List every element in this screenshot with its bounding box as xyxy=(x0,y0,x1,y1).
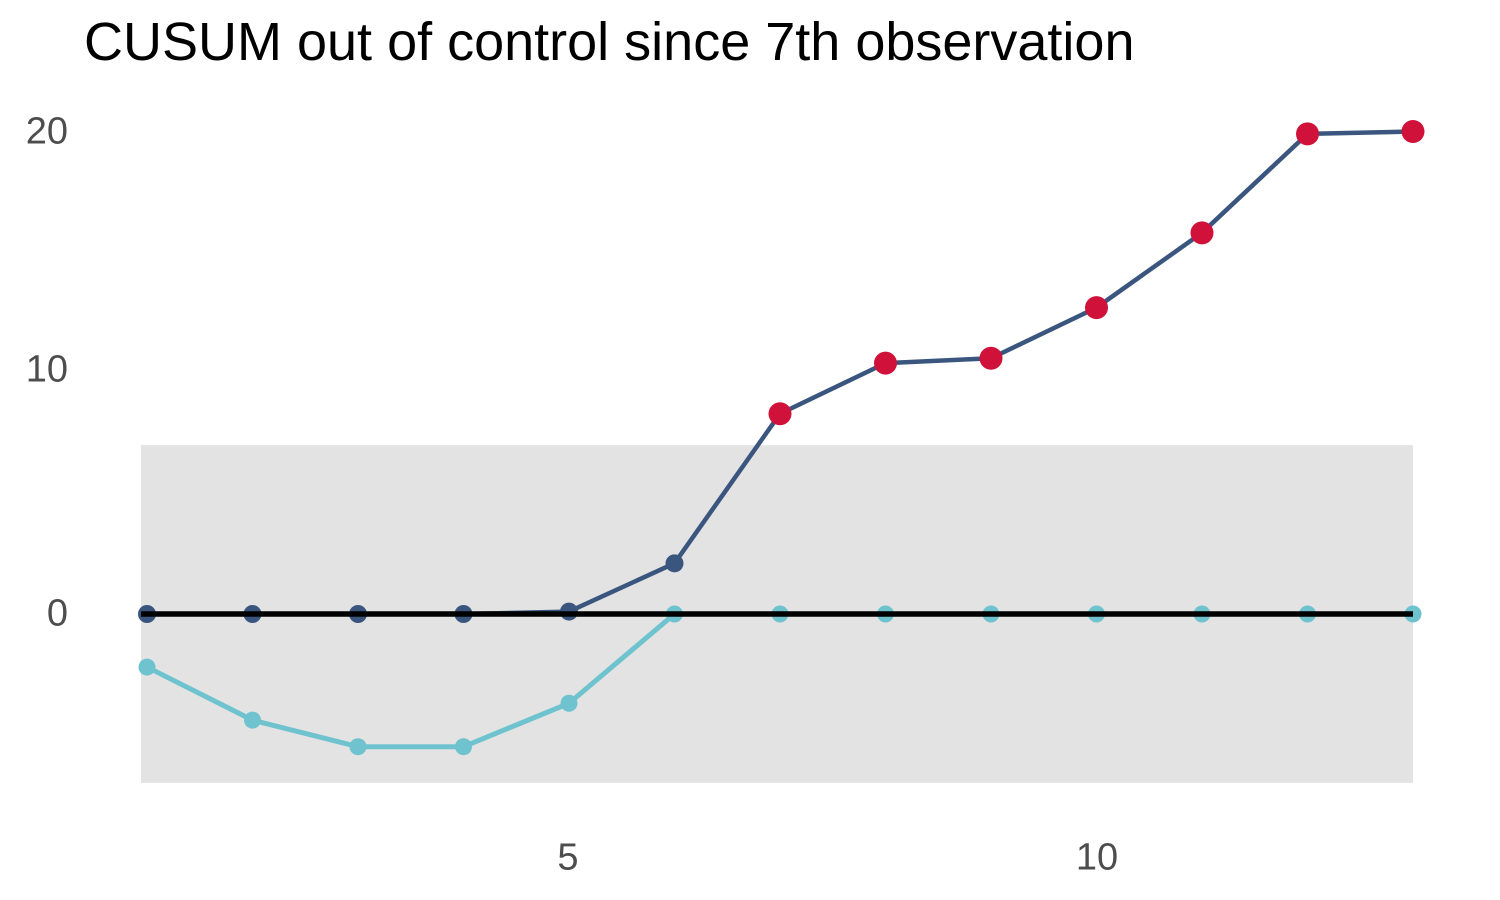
lower-cusum-point xyxy=(455,738,472,756)
lower-cusum-point xyxy=(349,738,367,756)
upper-cusum-point-signal xyxy=(1085,296,1108,320)
upper-cusum-point-signal xyxy=(874,351,897,375)
upper-cusum-point xyxy=(665,554,684,573)
upper-cusum-point-signal xyxy=(1401,120,1425,143)
y-axis-tick-20: 20 xyxy=(25,110,68,153)
lower-cusum-point xyxy=(244,711,261,729)
upper-cusum-point-signal xyxy=(979,346,1003,370)
upper-cusum-point-signal xyxy=(768,402,792,426)
x-axis-tick-5: 5 xyxy=(557,836,579,879)
y-axis-tick-0: 0 xyxy=(46,592,68,635)
upper-cusum-point-signal xyxy=(1190,221,1214,245)
upper-cusum-point-signal xyxy=(1296,122,1319,146)
y-axis-tick-10: 10 xyxy=(25,348,68,391)
lower-cusum-point xyxy=(138,658,156,676)
x-axis-tick-10: 10 xyxy=(1075,836,1119,879)
lower-cusum-point xyxy=(560,694,578,712)
chart-title: CUSUM out of control since 7th observati… xyxy=(84,12,1135,72)
